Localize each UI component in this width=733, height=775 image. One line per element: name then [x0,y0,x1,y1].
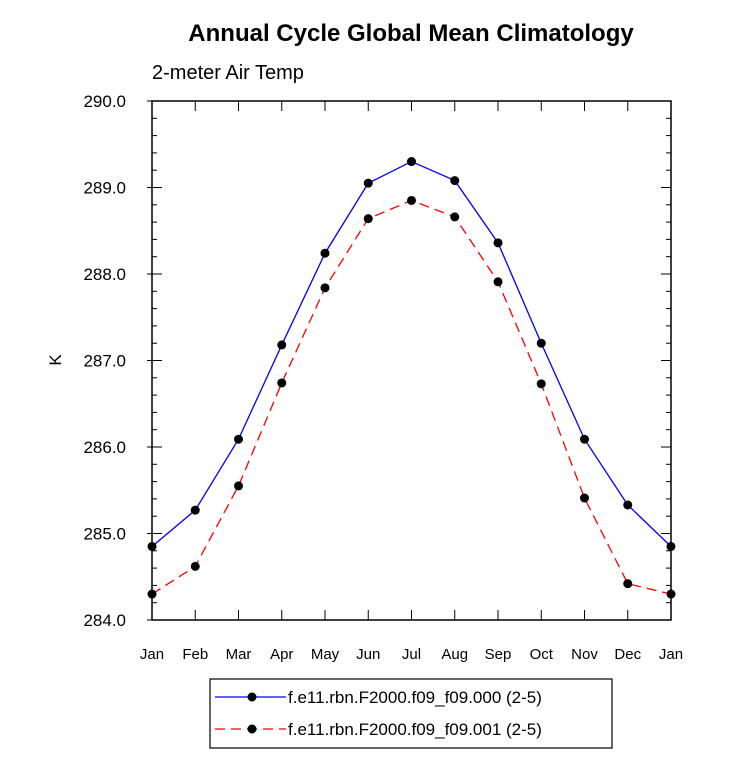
x-tick-label: Apr [270,646,293,663]
y-tick-label: 288.0 [83,265,126,284]
x-tick-label: May [311,646,340,663]
chart-subtitle: 2-meter Air Temp [152,62,304,84]
legend-label: f.e11.rbn.F2000.f09_f09.001 (2-5) [288,720,542,739]
data-point [190,505,200,515]
data-point [580,493,589,503]
data-point [320,248,330,258]
data-point [190,561,200,571]
data-point [147,541,157,551]
data-point [666,541,676,551]
chart-title: Annual Cycle Global Mean Climatology [188,20,634,47]
plot-frame [151,100,672,621]
data-point [234,434,243,444]
x-tick-label: Sep [485,646,512,663]
y-axis-label: K [46,354,65,366]
legend-marker [247,724,257,734]
data-point [623,579,633,589]
x-tick-label: Feb [182,646,208,663]
y-tick-label: 285.0 [83,525,126,544]
x-tick-label: Jul [402,646,421,663]
data-point [580,434,589,444]
y-tick-label: 289.0 [83,179,126,198]
x-tick-label: Aug [441,646,468,663]
data-point [493,238,503,248]
data-point [536,379,546,389]
x-tick-label: Jan [659,646,683,663]
series-line [151,160,672,547]
x-tick-label: Jan [140,646,164,663]
data-point [234,481,243,491]
data-point [407,157,416,167]
y-tick-label: 290.0 [83,92,126,111]
y-tick-label: 287.0 [83,352,126,371]
data-point [363,214,373,224]
data-point [493,277,503,287]
data-point [277,378,287,388]
x-tick-label: Oct [530,646,554,663]
data-point [147,589,157,599]
data-point [320,283,330,293]
series-layer [147,157,676,599]
x-tick-label: Jun [356,646,380,663]
series-2 [147,195,676,599]
series-line [151,199,672,595]
y-tick-label: 284.0 [83,611,126,630]
legend-marker [247,692,257,702]
x-tick-label: Dec [614,646,641,663]
data-point [536,338,546,348]
legend-label: f.e11.rbn.F2000.f09_f09.000 (2-5) [288,688,542,707]
legend: f.e11.rbn.F2000.f09_f09.000 (2-5) f.e11.r… [209,678,613,749]
axes-layer: 284.0 285.0 286.0 287.0 288.0 289.0 290.0 Jan Fe… [83,92,683,663]
data-point [407,195,416,205]
data-point [450,176,460,186]
y-tick-label: 286.0 [83,438,126,457]
data-point [450,212,460,222]
x-tick-label: Mar [226,646,252,663]
data-point [277,340,287,350]
data-point [666,589,676,599]
series-1 [147,157,676,551]
data-point [363,178,373,188]
x-tick-label: Nov [571,646,598,663]
data-point [623,500,633,510]
legend-box [209,678,613,749]
